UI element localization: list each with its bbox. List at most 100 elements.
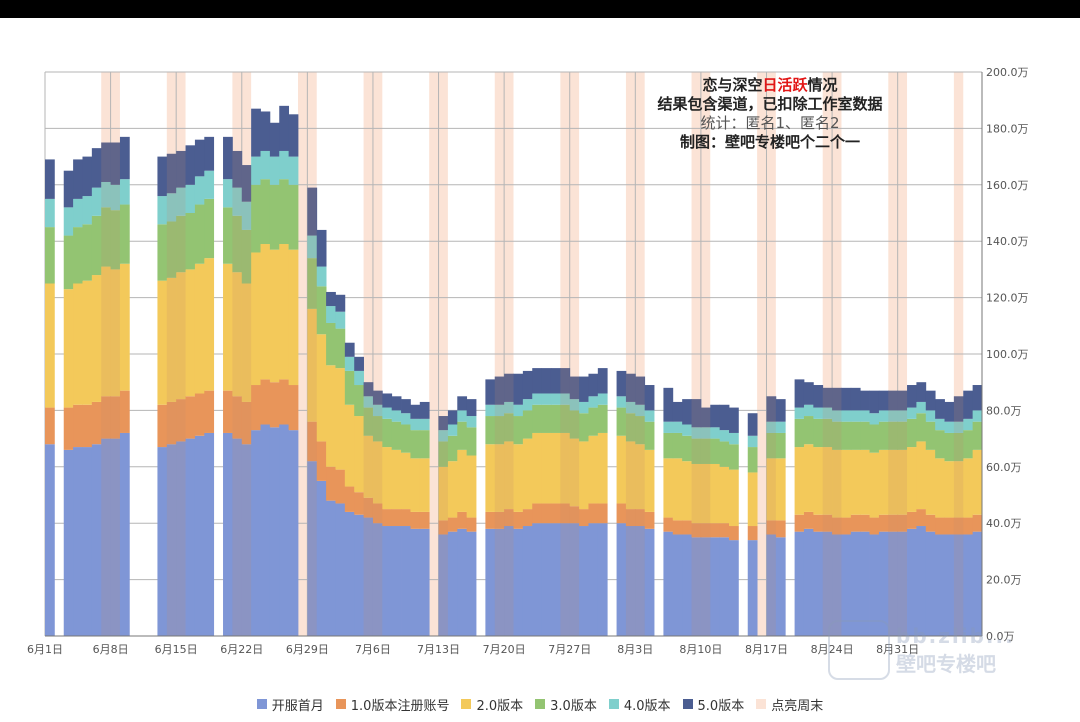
bar-segment-3: [803, 444, 814, 512]
bar-segment-4: [822, 418, 833, 448]
bar-segment-1: [73, 447, 83, 636]
bar-segment-4: [944, 432, 955, 462]
bar-segment-4: [241, 229, 252, 284]
bar-segment-4: [888, 421, 899, 450]
bar-segment-2: [504, 509, 514, 527]
legend-label: 4.0版本: [623, 698, 671, 714]
bar-segment-1: [907, 528, 917, 636]
bar-segment-5: [110, 184, 121, 211]
bar-segment-4: [850, 421, 861, 450]
bar-segment-3: [775, 458, 786, 521]
bar-segment-5: [953, 421, 964, 433]
bar-segment-5: [644, 410, 655, 422]
y-tick-label: 20.0万: [986, 574, 1022, 587]
bar-segment-4: [588, 407, 599, 436]
bar-segment-2: [729, 526, 739, 541]
bar-segment-1: [803, 528, 814, 636]
weekend-bar-tint: [560, 368, 570, 636]
bar-segment-6: [326, 291, 336, 307]
bar-segment-3: [63, 289, 74, 408]
bar-segment-1: [747, 540, 758, 636]
bar-segment-1: [166, 444, 177, 636]
bar-segment-4: [447, 435, 458, 462]
bar-segment-3: [401, 452, 411, 510]
legend-swatch: [608, 699, 619, 709]
bar-segment-1: [232, 438, 243, 636]
bar-segment-2: [822, 514, 833, 532]
bar-segment-6: [494, 376, 505, 405]
legend-item[interactable]: 2.0版本: [461, 695, 523, 714]
bar-segment-3: [672, 458, 683, 521]
bar-segment-6: [401, 399, 411, 414]
bar-segment-6: [194, 139, 205, 177]
bar-segment-3: [682, 461, 692, 521]
bar-segment-3: [223, 263, 233, 391]
bar-segment-2: [82, 404, 93, 448]
bar-segment-3: [691, 463, 702, 524]
bar-segment-5: [260, 150, 271, 180]
bar-segment-6: [157, 156, 168, 197]
bar-segment-6: [45, 159, 55, 199]
bar-segment-4: [925, 421, 936, 450]
legend-item[interactable]: 3.0版本: [535, 695, 597, 714]
weekend-bar-tint: [822, 387, 833, 636]
legend-item[interactable]: 点亮周末: [756, 695, 823, 714]
bar-segment-5: [888, 410, 899, 422]
bar-segment-5: [457, 410, 468, 422]
bar-segment-5: [485, 404, 496, 417]
bar-segment-5: [63, 207, 74, 236]
bar-segment-2: [719, 523, 730, 538]
bar-segment-3: [457, 449, 468, 512]
legend-item[interactable]: 1.0版本注册账号: [335, 695, 449, 714]
bar-segment-4: [663, 432, 674, 459]
bar-segment-4: [504, 413, 514, 442]
bar-segment-4: [401, 424, 411, 453]
bar-segment-1: [466, 531, 477, 636]
bar-segment-2: [307, 421, 318, 462]
weekend-bar-tint: [110, 142, 120, 636]
bar-segment-5: [372, 404, 383, 417]
bar-segment-6: [185, 145, 196, 185]
bar-segment-1: [354, 514, 364, 636]
bar-segment-6: [710, 404, 721, 428]
bar-segment-6: [101, 142, 111, 182]
bar-segment-3: [597, 432, 608, 504]
legend-item[interactable]: 4.0版本: [608, 695, 671, 714]
bar-segment-5: [382, 407, 393, 419]
bar-segment-5: [569, 399, 580, 411]
bar-segment-1: [326, 500, 336, 636]
bar-segment-1: [110, 438, 121, 636]
bar-segment-2: [532, 503, 543, 524]
bar-segment-2: [335, 469, 346, 504]
bar-segment-5: [850, 410, 861, 422]
bar-segment-2: [382, 509, 393, 527]
legend-item[interactable]: 5.0版本: [682, 695, 744, 714]
bar-segment-1: [391, 526, 402, 636]
bar-segment-4: [335, 328, 346, 369]
bar-segment-2: [588, 503, 599, 524]
bar-segment-5: [466, 416, 477, 428]
bar-segment-3: [485, 444, 496, 512]
bar-segment-4: [532, 404, 543, 433]
bar-segment-3: [700, 463, 711, 524]
bar-segment-5: [391, 410, 402, 422]
weekend-bar-tint: [241, 165, 252, 636]
y-tick-label: 60.0万: [986, 461, 1022, 474]
bar-segment-5: [166, 193, 177, 222]
watermark-text-1: bb.zlib...: [896, 624, 1015, 648]
legend-item[interactable]: 开服首月: [256, 695, 324, 714]
bar-segment-4: [935, 430, 945, 459]
bar-segment-1: [269, 427, 280, 636]
bar-segment-4: [616, 407, 627, 436]
legend-label: 开服首月: [271, 698, 324, 714]
bar-segment-1: [644, 528, 655, 636]
bar-segment-4: [326, 322, 336, 366]
x-tick-label: 6月15日: [155, 643, 198, 656]
bar-segment-2: [91, 401, 102, 445]
y-tick-label: 0.0万: [986, 630, 1015, 643]
bar-segment-4: [775, 432, 786, 459]
bar-segment-5: [344, 356, 355, 371]
bar-segment-3: [635, 444, 646, 510]
legend-label: 点亮周末: [771, 698, 824, 714]
bar-segment-4: [63, 235, 74, 290]
